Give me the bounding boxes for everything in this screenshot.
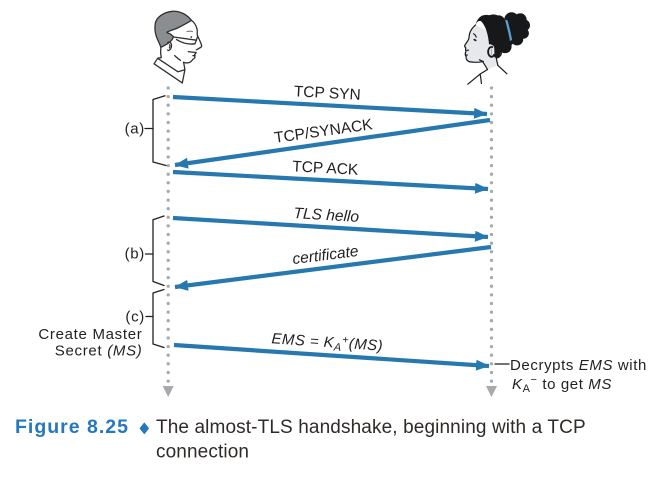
- svg-text:Secret (MS): Secret (MS): [55, 343, 143, 360]
- svg-text:TCP ACK: TCP ACK: [292, 158, 360, 179]
- svg-text:TCP SYN: TCP SYN: [293, 83, 361, 104]
- svg-text:The almost-TLS handshake, begi: The almost-TLS handshake, beginning with…: [156, 417, 586, 438]
- svg-text:(b): (b): [125, 246, 145, 263]
- svg-text:(c): (c): [125, 309, 145, 326]
- svg-text:(a): (a): [125, 121, 145, 138]
- svg-text:connection: connection: [156, 442, 249, 463]
- svg-text:Create Master: Create Master: [38, 326, 142, 343]
- svg-text:TLS hello: TLS hello: [293, 205, 360, 226]
- svg-text:Decrypts EMS with: Decrypts EMS with: [510, 357, 647, 374]
- svg-text:KA− to get MS: KA− to get MS: [512, 374, 612, 395]
- svg-text:Figure 8.25: Figure 8.25: [15, 416, 129, 438]
